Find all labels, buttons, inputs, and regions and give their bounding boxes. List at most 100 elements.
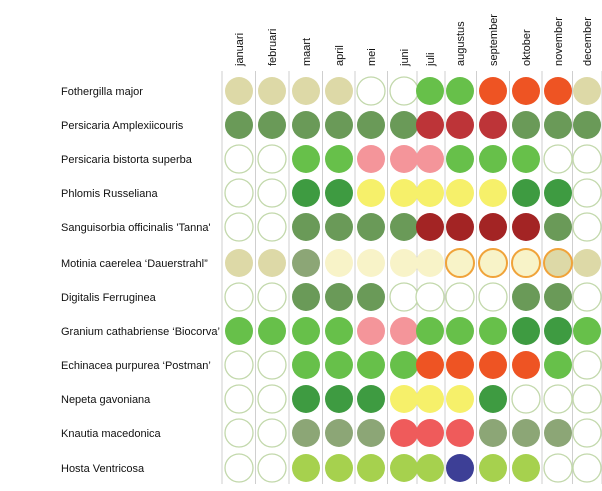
plant-label: Phlomis Russeliana <box>61 188 158 200</box>
month-cell-augustus <box>446 419 474 447</box>
plant-label: Echinacea purpurea ‘Postman’ <box>61 360 211 372</box>
month-label-februari: februari <box>267 29 279 66</box>
month-cell-november <box>543 144 573 174</box>
month-cell-december <box>572 453 602 483</box>
month-cell-maart <box>292 419 320 447</box>
month-cell-februari <box>257 350 287 380</box>
month-cell-februari <box>258 317 286 345</box>
month-cell-juli <box>415 282 445 312</box>
month-cell-juli <box>416 145 444 173</box>
month-grid-lines <box>221 71 602 484</box>
plant-label: Nepeta gavoniana <box>61 394 151 406</box>
month-cell-februari <box>257 453 287 483</box>
month-cell-juli <box>416 351 444 379</box>
month-cell-mei <box>357 283 385 311</box>
month-label-december: december <box>582 17 594 66</box>
month-cell-mei <box>357 317 385 345</box>
month-cell-mei <box>357 213 385 241</box>
month-cell-juli <box>416 213 444 241</box>
month-cell-januari <box>225 77 253 105</box>
month-cell-december <box>572 384 602 414</box>
month-cell-mei <box>357 419 385 447</box>
month-cell-oktober <box>512 179 540 207</box>
month-cell-april <box>325 317 353 345</box>
month-cell-juni <box>390 179 418 207</box>
month-cell-april <box>325 249 353 277</box>
month-cell-oktober <box>512 283 540 311</box>
month-cell-oktober <box>512 77 540 105</box>
month-label-maart: maart <box>301 38 313 66</box>
plant-label: Motinia caerelea ‘Dauerstrahl” <box>61 258 208 270</box>
month-cell-augustus <box>446 351 474 379</box>
month-cell-november <box>544 179 572 207</box>
month-cell-februari <box>257 144 287 174</box>
month-cell-juni <box>389 282 419 312</box>
month-cell-maart <box>292 283 320 311</box>
month-cell-september <box>478 282 508 312</box>
month-cell-mei <box>356 76 386 106</box>
month-cell-augustus <box>446 145 474 173</box>
month-cell-januari <box>225 111 253 139</box>
month-cell-november <box>544 317 572 345</box>
month-cell-september <box>479 419 507 447</box>
month-label-mei: mei <box>366 48 378 66</box>
month-cell-april <box>325 419 353 447</box>
month-cell-januari <box>224 144 254 174</box>
month-cell-september <box>479 385 507 413</box>
month-cell-oktober <box>512 145 540 173</box>
month-label-september: september <box>488 14 500 66</box>
month-cell-mei <box>357 351 385 379</box>
month-cell-januari <box>224 453 254 483</box>
month-cell-januari <box>225 249 253 277</box>
month-cell-januari <box>224 350 254 380</box>
plant-label: Persicaria bistorta superba <box>61 154 193 166</box>
month-cell-december <box>573 77 601 105</box>
month-cell-juni <box>390 419 418 447</box>
month-label-november: november <box>553 17 565 66</box>
month-cell-augustus <box>446 213 474 241</box>
month-cell-juli <box>416 419 444 447</box>
month-cell-oktober <box>512 454 540 482</box>
month-cell-februari <box>257 418 287 448</box>
month-cell-augustus <box>446 77 474 105</box>
month-cell-mei <box>357 385 385 413</box>
month-cell-oktober <box>511 384 541 414</box>
month-cell-april <box>325 454 353 482</box>
month-cell-juli <box>416 454 444 482</box>
month-cell-september <box>479 77 507 105</box>
month-cell-oktober <box>511 248 541 278</box>
month-cell-juni <box>390 249 418 277</box>
month-cell-maart <box>292 213 320 241</box>
month-cell-juni <box>390 385 418 413</box>
month-cell-juli <box>416 179 444 207</box>
month-cell-april <box>325 77 353 105</box>
month-cell-december <box>572 144 602 174</box>
plant-label: Sanguisorbia officinalis 'Tanna' <box>61 222 211 234</box>
month-cell-mei <box>357 179 385 207</box>
month-cell-april <box>325 213 353 241</box>
month-cell-juli <box>416 249 444 277</box>
month-cell-mei <box>357 454 385 482</box>
month-cell-augustus <box>446 454 474 482</box>
month-cell-augustus <box>446 385 474 413</box>
month-cell-juni <box>390 317 418 345</box>
month-cell-januari <box>225 317 253 345</box>
month-cell-februari <box>258 249 286 277</box>
month-label-juli: juli <box>425 53 437 67</box>
month-cell-maart <box>292 179 320 207</box>
month-cell-maart <box>292 454 320 482</box>
month-cell-september <box>479 351 507 379</box>
plant-label: Persicaria Amplexiicouris <box>61 120 184 132</box>
month-cell-december <box>572 350 602 380</box>
month-cell-april <box>325 283 353 311</box>
month-cell-juni <box>389 76 419 106</box>
month-cell-februari <box>257 212 287 242</box>
month-cell-september <box>479 145 507 173</box>
month-cell-december <box>572 212 602 242</box>
month-cell-mei <box>357 145 385 173</box>
month-cell-oktober <box>512 419 540 447</box>
month-cell-december <box>572 418 602 448</box>
month-cell-mei <box>357 111 385 139</box>
month-cell-februari <box>257 282 287 312</box>
month-cell-maart <box>292 385 320 413</box>
